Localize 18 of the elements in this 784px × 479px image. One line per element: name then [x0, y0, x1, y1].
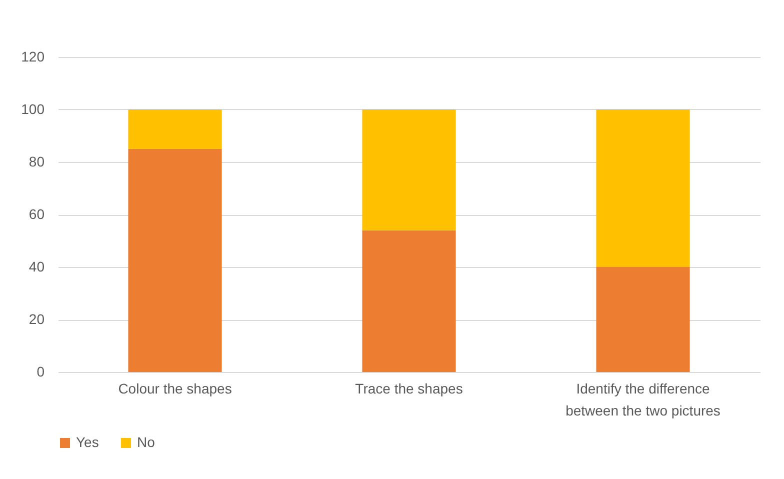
x-tick-label: Trace the shapes	[355, 380, 463, 396]
y-tick-label: 20	[28, 311, 45, 327]
x-tick-label: Identify the difference between the two pictures	[566, 380, 720, 418]
bar	[128, 110, 222, 149]
bar	[128, 148, 222, 372]
legend-label: Yes	[76, 434, 99, 450]
y-tick-label: 0	[36, 364, 45, 380]
y-tick-label: 60	[28, 206, 45, 222]
bar	[362, 110, 456, 230]
y-tick-label: 80	[28, 154, 45, 170]
bar	[362, 230, 456, 372]
x-tick-label: Colour the shapes	[118, 380, 232, 396]
bar	[596, 110, 690, 267]
y-tick-label: 120	[21, 48, 45, 64]
y-tick-label: 40	[28, 258, 45, 274]
bar	[596, 267, 690, 372]
legend-label: No	[137, 434, 156, 450]
y-tick-label: 100	[21, 101, 45, 117]
